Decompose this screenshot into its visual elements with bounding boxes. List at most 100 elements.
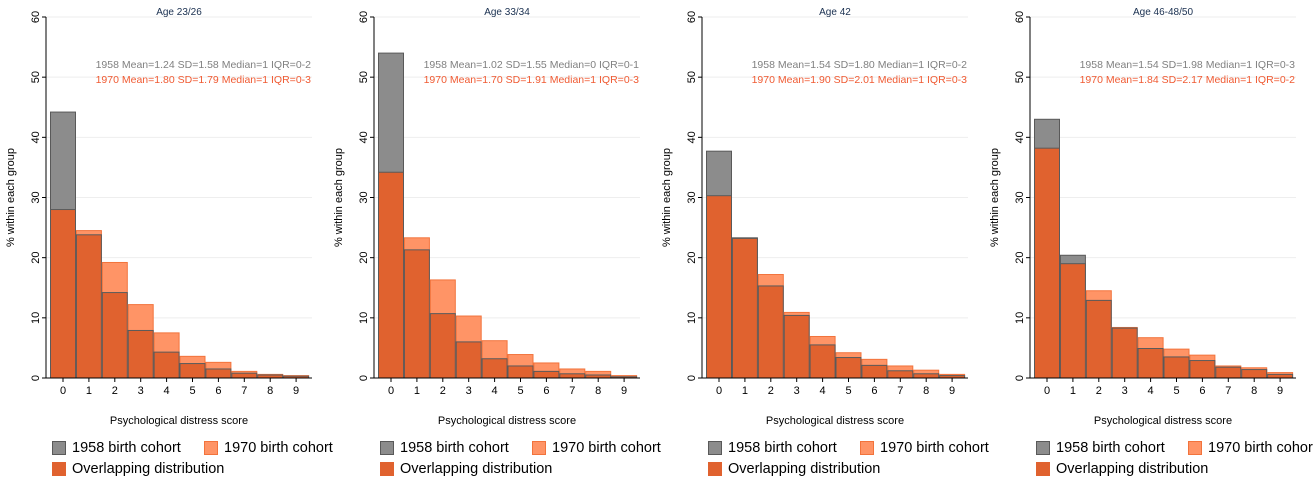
y-tick-label: 50 xyxy=(358,71,370,83)
x-tick-label: 2 xyxy=(1096,385,1102,397)
chart-panel-age-33-34: Age 33/34 0 10 20 30 40 50 60 0 1 2 3 4 5 6 7 8 9 Psycholo… xyxy=(328,0,661,482)
bar-overlap xyxy=(101,292,128,379)
bar-overlap xyxy=(403,249,430,379)
legend-item-1958: 1958 birth cohort xyxy=(708,440,837,456)
legend-swatch-overlap xyxy=(52,462,66,476)
legend-label-1958: 1958 birth cohort xyxy=(1056,440,1165,456)
x-tick-label: 6 xyxy=(1199,385,1205,397)
x-tick-label: 8 xyxy=(923,385,929,397)
chart-plot: Age 42 0 10 20 30 40 50 60 0 1 2 3 4 5 6 7 8 9 Psychologic… xyxy=(661,7,968,427)
chart-title: Age 46-48/50 xyxy=(1133,7,1193,18)
x-tick-label: 2 xyxy=(768,385,774,397)
x-tick-label: 0 xyxy=(60,385,66,397)
x-tick-label: 9 xyxy=(621,385,627,397)
legend-swatch-1958 xyxy=(1036,441,1050,455)
stats-1958: 1958 Mean=1.54 SD=1.98 Median=1 IQR=0-3 xyxy=(1080,59,1296,71)
x-tick-label: 9 xyxy=(949,385,955,397)
y-tick-label: 20 xyxy=(358,252,370,264)
x-tick-label: 6 xyxy=(215,385,221,397)
x-axis-label: Psychological distress score xyxy=(438,415,576,427)
y-tick-label: 30 xyxy=(1014,191,1026,203)
bar-overlap xyxy=(455,341,482,379)
y-tick-label: 40 xyxy=(358,131,370,143)
x-tick-label: 4 xyxy=(164,385,170,397)
legend-item-overlap: Overlapping distribution xyxy=(52,461,224,477)
y-tick-label: 20 xyxy=(1014,252,1026,264)
legend-item-1958: 1958 birth cohort xyxy=(52,440,181,456)
legend-swatch-1958 xyxy=(52,441,66,455)
legend-label-1970: 1970 birth cohort xyxy=(880,440,989,456)
bar-overlap xyxy=(887,370,914,379)
bar-overlap xyxy=(1085,299,1112,379)
x-tick-label: 8 xyxy=(595,385,601,397)
legend-label-1970: 1970 birth cohort xyxy=(224,440,333,456)
y-tick-label: 60 xyxy=(686,11,698,23)
legend-swatch-1970 xyxy=(204,441,218,455)
bar-overlap xyxy=(153,351,180,379)
x-tick-label: 3 xyxy=(794,385,800,397)
x-tick-label: 9 xyxy=(293,385,299,397)
x-tick-label: 5 xyxy=(1173,385,1179,397)
legend-swatch-overlap xyxy=(380,462,394,476)
y-tick-label: 30 xyxy=(686,191,698,203)
x-tick-label: 4 xyxy=(820,385,826,397)
bar-overlap xyxy=(835,357,862,379)
x-tick-label: 9 xyxy=(1277,385,1283,397)
y-axis-label: % within each group xyxy=(333,148,345,247)
bar-overlap xyxy=(809,344,836,379)
legend-label-overlap: Overlapping distribution xyxy=(72,461,225,477)
legend-item-overlap: Overlapping distribution xyxy=(380,461,552,477)
y-axis-label: % within each group xyxy=(5,148,17,247)
x-tick-label: 6 xyxy=(543,385,549,397)
bar-overlap xyxy=(1163,356,1190,379)
y-tick-label: 60 xyxy=(30,11,42,23)
y-tick-label: 10 xyxy=(30,312,42,324)
x-tick-label: 1 xyxy=(742,385,748,397)
bar-overlap xyxy=(1189,360,1216,379)
x-tick-label: 7 xyxy=(1225,385,1231,397)
bar-overlap xyxy=(75,234,102,379)
x-tick-label: 2 xyxy=(112,385,118,397)
y-axis-label: % within each group xyxy=(989,148,1001,247)
bar-overlap xyxy=(127,329,154,379)
x-tick-label: 0 xyxy=(1044,385,1050,397)
y-tick-label: 0 xyxy=(358,375,370,381)
y-tick-label: 0 xyxy=(1014,375,1026,381)
legend-item-1970: 1970 birth cohort xyxy=(860,440,989,456)
x-tick-label: 5 xyxy=(845,385,851,397)
x-tick-label: 1 xyxy=(1070,385,1076,397)
x-tick-label: 3 xyxy=(138,385,144,397)
x-tick-label: 3 xyxy=(1122,385,1128,397)
x-tick-label: 5 xyxy=(189,385,195,397)
bar-overlap xyxy=(706,195,732,379)
x-tick-label: 5 xyxy=(517,385,523,397)
legend-item-1970: 1970 birth cohort xyxy=(1188,440,1313,456)
bar-overlap xyxy=(1059,263,1086,379)
stats-1958: 1958 Mean=1.02 SD=1.55 Median=0 IQR=0-1 xyxy=(424,59,640,71)
legend-swatch-1958 xyxy=(380,441,394,455)
x-tick-label: 2 xyxy=(440,385,446,397)
legend-item-1970: 1970 birth cohort xyxy=(204,440,333,456)
bar-overlap xyxy=(429,313,456,379)
x-tick-label: 6 xyxy=(871,385,877,397)
stats-1970: 1970 Mean=1.70 SD=1.91 Median=1 IQR=0-3 xyxy=(424,74,640,86)
x-tick-label: 1 xyxy=(86,385,92,397)
y-tick-label: 50 xyxy=(686,71,698,83)
bar-overlap xyxy=(50,209,76,379)
chart-title: Age 33/34 xyxy=(484,7,530,18)
bar-overlap xyxy=(861,364,888,379)
bar-overlap xyxy=(1034,147,1060,379)
chart-plot: Age 23/26 0 10 20 30 40 50 60 0 1 2 3 4 5 6 7 8 9 Psycholo… xyxy=(5,7,312,427)
stats-1970: 1970 Mean=1.80 SD=1.79 Median=1 IQR=0-3 xyxy=(96,74,312,86)
stats-1970: 1970 Mean=1.90 SD=2.01 Median=1 IQR=0-3 xyxy=(752,74,968,86)
y-tick-label: 30 xyxy=(358,191,370,203)
legend-label-1970: 1970 birth cohort xyxy=(552,440,661,456)
bar-overlap xyxy=(378,171,404,379)
legend-label-overlap: Overlapping distribution xyxy=(400,461,553,477)
x-axis-label: Psychological distress score xyxy=(1094,415,1232,427)
x-tick-label: 8 xyxy=(267,385,273,397)
chart-plot: Age 46-48/50 0 10 20 30 40 50 60 0 1 2 3 4 5 6 7 8 9 Psych… xyxy=(989,7,1296,427)
bar-overlap xyxy=(1267,373,1294,379)
y-tick-label: 60 xyxy=(1014,11,1026,23)
chart-plot: Age 33/34 0 10 20 30 40 50 60 0 1 2 3 4 5 6 7 8 9 Psycholo… xyxy=(333,7,640,427)
